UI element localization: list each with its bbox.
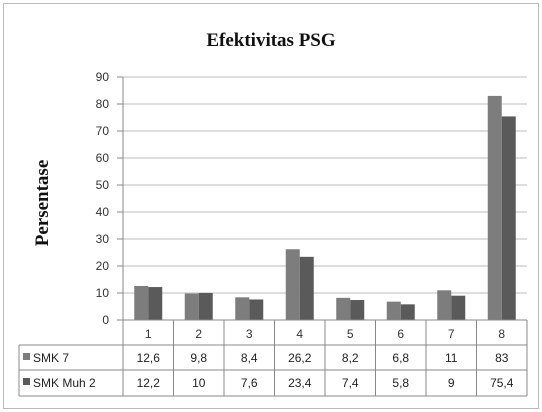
chart-title: Efektivitas PSG [206, 30, 336, 51]
bar-smk-muh-2 [148, 287, 163, 320]
bar-smk-muh-2 [249, 299, 264, 320]
bar-smk-muh-2 [501, 116, 516, 320]
legend-key [23, 353, 30, 360]
bar-smk-7 [285, 249, 300, 320]
y-tick-label: 40 [96, 205, 110, 219]
bar-smk-muh-2 [451, 295, 466, 320]
y-tick-label: 0 [102, 313, 109, 327]
data-label: 83 [495, 351, 509, 365]
y-tick-label: 60 [96, 151, 110, 165]
chart-frame [3, 3, 539, 409]
x-tick-label: 3 [246, 327, 253, 341]
data-label: 7,4 [342, 376, 359, 390]
legend-key [23, 378, 30, 385]
data-label: 12,2 [137, 376, 161, 390]
data-label: 5,8 [392, 376, 409, 390]
data-label: 10 [192, 376, 206, 390]
bar-smk-7 [336, 297, 351, 320]
x-tick-label: 8 [498, 327, 505, 341]
x-tick-label: 1 [145, 327, 152, 341]
data-label: 9 [448, 376, 455, 390]
x-tick-label: 6 [397, 327, 404, 341]
bar-smk-muh-2 [400, 304, 415, 320]
bar-smk-muh-2 [299, 256, 314, 320]
data-label: 7,6 [241, 376, 258, 390]
x-tick-label: 4 [296, 327, 303, 341]
data-label: 12,6 [137, 351, 161, 365]
bar-smk-7 [386, 301, 401, 320]
y-tick-label: 70 [96, 124, 110, 138]
bar-smk-7 [487, 95, 502, 321]
y-tick-label: 30 [96, 232, 110, 246]
y-tick-label: 10 [96, 286, 110, 300]
bar-smk-7 [437, 290, 452, 320]
x-tick-label: 2 [195, 327, 202, 341]
data-label: 9,8 [190, 351, 207, 365]
legend-label: SMK Muh 2 [33, 376, 96, 390]
data-label: 23,4 [288, 376, 312, 390]
x-tick-label: 5 [347, 327, 354, 341]
y-tick-label: 80 [96, 97, 110, 111]
y-tick-label: 50 [96, 178, 110, 192]
legend-label: SMK 7 [33, 351, 69, 365]
y-tick-label: 20 [96, 259, 110, 273]
data-label: 8,4 [241, 351, 258, 365]
x-tick-label: 7 [448, 327, 455, 341]
data-label: 75,4 [490, 376, 514, 390]
bar-smk-muh-2 [198, 293, 213, 320]
bar-smk-7 [184, 293, 199, 320]
data-label: 8,2 [342, 351, 359, 365]
data-label: 26,2 [288, 351, 312, 365]
data-label: 6,8 [392, 351, 409, 365]
y-tick-label: 90 [96, 70, 110, 84]
bar-smk-muh-2 [350, 300, 365, 320]
data-label: 11 [445, 351, 458, 365]
bar-smk-7 [134, 285, 149, 320]
bar-smk-7 [235, 297, 250, 320]
